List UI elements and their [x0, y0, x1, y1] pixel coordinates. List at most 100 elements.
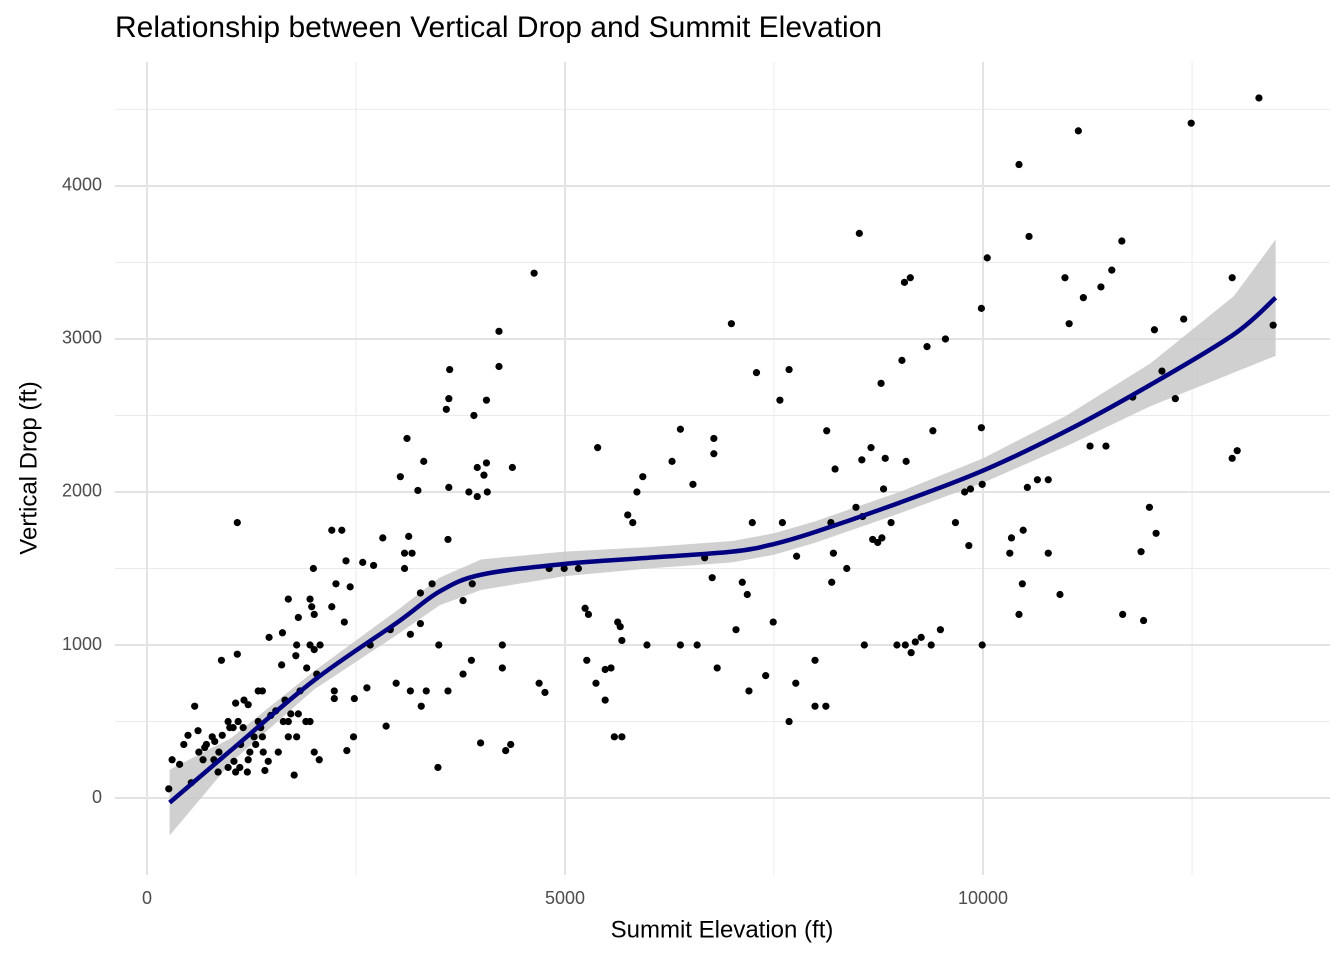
- point: [338, 526, 346, 534]
- point: [284, 595, 292, 603]
- point: [482, 396, 491, 404]
- point: [224, 763, 232, 772]
- point: [359, 558, 367, 566]
- point: [900, 278, 909, 286]
- x-axis-title: Summit Elevation (ft): [611, 916, 834, 943]
- point: [668, 457, 676, 465]
- point: [184, 731, 192, 739]
- point: [1074, 127, 1082, 135]
- point: [1171, 395, 1179, 403]
- point: [261, 766, 269, 775]
- point: [233, 650, 241, 658]
- point: [858, 456, 866, 464]
- point: [732, 626, 740, 634]
- point: [877, 379, 885, 387]
- point: [392, 679, 400, 687]
- point: [495, 362, 503, 371]
- point: [860, 641, 868, 649]
- point: [1152, 529, 1160, 537]
- point: [309, 564, 317, 573]
- point: [292, 652, 300, 660]
- point: [676, 425, 685, 433]
- point: [502, 746, 510, 755]
- point: [191, 702, 199, 710]
- point: [1180, 315, 1188, 323]
- point: [785, 365, 793, 374]
- point: [250, 733, 258, 741]
- point: [473, 492, 481, 501]
- point: [290, 771, 298, 779]
- x-tick-label: 0: [142, 888, 152, 908]
- point: [977, 424, 985, 432]
- point: [978, 480, 986, 488]
- point: [442, 405, 450, 413]
- point: [232, 699, 240, 707]
- point: [287, 710, 295, 718]
- point: [752, 369, 761, 377]
- point: [927, 641, 935, 649]
- point: [217, 656, 226, 664]
- point: [823, 427, 831, 435]
- point: [482, 459, 491, 467]
- point: [403, 434, 411, 443]
- point: [581, 604, 589, 612]
- point: [446, 365, 454, 374]
- point: [473, 463, 481, 472]
- point: [535, 679, 543, 687]
- point: [476, 739, 485, 747]
- point: [369, 561, 378, 570]
- line-layer: [168, 295, 1278, 805]
- point: [1086, 442, 1094, 450]
- point: [574, 564, 583, 573]
- point: [465, 488, 473, 496]
- point: [785, 717, 793, 726]
- point: [211, 737, 219, 746]
- point: [1108, 266, 1116, 274]
- point: [315, 756, 323, 764]
- point: [215, 748, 223, 756]
- point: [244, 701, 252, 709]
- point: [236, 763, 244, 772]
- point: [1097, 283, 1105, 291]
- point: [941, 335, 950, 343]
- point: [507, 740, 515, 749]
- point: [1025, 232, 1033, 241]
- point: [1056, 590, 1064, 599]
- point: [560, 564, 568, 573]
- point: [583, 656, 591, 664]
- point: [310, 646, 318, 654]
- point: [1061, 274, 1069, 282]
- point: [601, 696, 609, 704]
- point: [428, 580, 436, 588]
- point: [244, 756, 252, 764]
- point: [294, 613, 302, 622]
- point: [508, 463, 516, 472]
- point: [218, 731, 226, 739]
- point: [1015, 160, 1023, 169]
- point: [983, 254, 991, 262]
- y-tick-label: 4000: [62, 175, 102, 195]
- point: [1006, 549, 1014, 557]
- point: [349, 733, 358, 741]
- point: [445, 395, 453, 403]
- point: [343, 746, 351, 755]
- point: [258, 733, 266, 741]
- point: [710, 434, 718, 443]
- point: [1233, 447, 1241, 455]
- point: [951, 518, 960, 527]
- y-tick-label: 1000: [62, 634, 102, 654]
- point: [887, 518, 895, 527]
- point: [230, 757, 238, 765]
- point: [618, 636, 626, 645]
- point: [831, 465, 839, 473]
- point: [306, 717, 314, 726]
- point: [306, 641, 314, 649]
- point: [498, 641, 506, 649]
- point: [330, 687, 338, 695]
- point: [977, 304, 985, 312]
- point: [1137, 548, 1145, 556]
- point: [274, 748, 282, 756]
- point: [1150, 326, 1159, 334]
- point: [279, 717, 287, 726]
